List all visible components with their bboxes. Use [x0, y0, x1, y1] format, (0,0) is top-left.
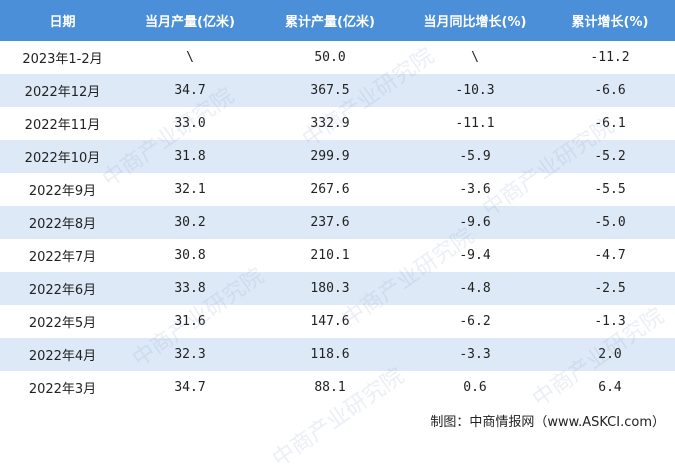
table-cell: 367.5: [255, 74, 405, 107]
table-cell: 0.6: [463, 380, 487, 395]
table-row: 2022年6月 33.8 180.3 -4.8 -2.5: [0, 272, 675, 305]
table-cell: -9.6: [405, 206, 545, 239]
table-row: 2022年10月 31.8 299.9 -5.9 -5.2: [0, 140, 675, 173]
table-row: 2022年7月 30.8 210.1 -9.4 -4.7: [0, 239, 675, 272]
table-cell: -11.1: [455, 116, 495, 131]
table-cell: \: [471, 50, 479, 65]
table-cell: \: [186, 50, 194, 65]
table-cell: -4.7: [594, 248, 626, 263]
table-cell: -5.9: [405, 140, 545, 173]
table-cell: -11.2: [590, 50, 630, 65]
table-cell: 31.8: [125, 140, 255, 173]
table-cell: -4.8: [405, 272, 545, 305]
footer: 制图：中商情报网（www.ASKCI.com）: [430, 415, 665, 430]
table-cell: 237.6: [255, 206, 405, 239]
table-cell: 2022年6月: [0, 272, 125, 305]
table-cell: 50.0: [314, 50, 346, 65]
table-row: 2022年9月 32.1 267.6 -3.6 -5.5: [0, 173, 675, 206]
table-cell: 32.1: [174, 182, 206, 197]
table-cell: 6.4: [598, 380, 622, 395]
table-cell: 118.6: [255, 338, 405, 371]
header-cell: 累计增长(%): [545, 0, 675, 41]
header-cell: 日期: [0, 0, 125, 41]
table-cell: 33.0: [174, 116, 206, 131]
table-cell: -2.5: [545, 272, 675, 305]
table-cell: 32.3: [125, 338, 255, 371]
table-cell: -5.2: [545, 140, 675, 173]
table-cell: 2.0: [545, 338, 675, 371]
table-cell: 30.8: [174, 248, 206, 263]
table-row: 2022年3月 34.7 88.1 0.6 6.4: [0, 371, 675, 404]
table-cell: 2022年10月: [0, 140, 125, 173]
table-cell: 31.6: [174, 314, 206, 329]
table-cell: 147.6: [310, 314, 350, 329]
table-cell: 2023年1-2月: [22, 52, 103, 67]
table-cell: 267.6: [310, 182, 350, 197]
table-cell: 210.1: [310, 248, 350, 263]
table-row: 2022年4月 32.3 118.6 -3.3 2.0: [0, 338, 675, 371]
table-row: 2023年1-2月 \ 50.0 \ -11.2: [0, 41, 675, 74]
table-cell: -5.5: [594, 182, 626, 197]
table-cell: 332.9: [310, 116, 350, 131]
table-row: 2022年11月 33.0 332.9 -11.1 -6.1: [0, 107, 675, 140]
header-row: 日期 当月产量(亿米) 累计产量(亿米) 当月同比增长(%) 累计增长(%): [0, 0, 675, 41]
table-cell: 2022年7月: [28, 250, 97, 265]
header-cell: 当月同比增长(%): [405, 0, 545, 41]
table-cell: 180.3: [255, 272, 405, 305]
table-cell: 33.8: [125, 272, 255, 305]
table-cell: 2022年11月: [24, 118, 101, 133]
table-cell: -5.0: [545, 206, 675, 239]
table-cell: 2022年8月: [0, 206, 125, 239]
table-cell: 2022年3月: [28, 382, 97, 397]
table-cell: -1.3: [594, 314, 626, 329]
table-cell: -3.3: [405, 338, 545, 371]
table-cell: -6.1: [594, 116, 626, 131]
data-table: 日期 当月产量(亿米) 累计产量(亿米) 当月同比增长(%) 累计增长(%) 2023年…: [0, 0, 675, 404]
table-cell: -6.6: [545, 74, 675, 107]
table-cell: 2022年5月: [28, 316, 97, 331]
table-row: 2022年12月 34.7 367.5 -10.3 -6.6: [0, 74, 675, 107]
table-cell: 30.2: [125, 206, 255, 239]
table-cell: 34.7: [125, 74, 255, 107]
table-cell: 2022年9月: [28, 184, 97, 199]
table-row: 2022年5月 31.6 147.6 -6.2 -1.3: [0, 305, 675, 338]
header-cell: 累计产量(亿米): [255, 0, 405, 41]
table-cell: 299.9: [255, 140, 405, 173]
table-cell: 2022年4月: [0, 338, 125, 371]
table-cell: -10.3: [405, 74, 545, 107]
table-cell: 88.1: [314, 380, 346, 395]
table-cell: 34.7: [174, 380, 206, 395]
table-cell: 2022年12月: [0, 74, 125, 107]
table-cell: -3.6: [459, 182, 491, 197]
table-cell: -9.4: [459, 248, 491, 263]
table-cell: -6.2: [459, 314, 491, 329]
header-cell: 当月产量(亿米): [125, 0, 255, 41]
table-row: 2022年8月 30.2 237.6 -9.6 -5.0: [0, 206, 675, 239]
